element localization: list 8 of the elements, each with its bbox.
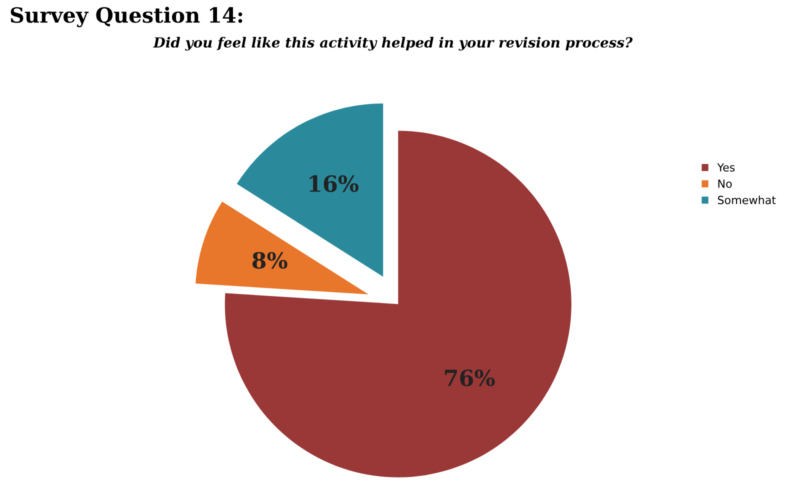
chart-subtitle: Did you feel like this activity helped in your revision process? [153, 36, 633, 51]
legend-label: Yes [717, 163, 735, 172]
legend-label: Somewhat [718, 196, 776, 204]
data-label: 76% [445, 369, 495, 386]
data-label: 8% [252, 252, 288, 269]
chart-title: Survey Question 14: [10, 6, 242, 28]
data-label: 16% [310, 175, 359, 192]
legend-label: No [718, 180, 732, 188]
